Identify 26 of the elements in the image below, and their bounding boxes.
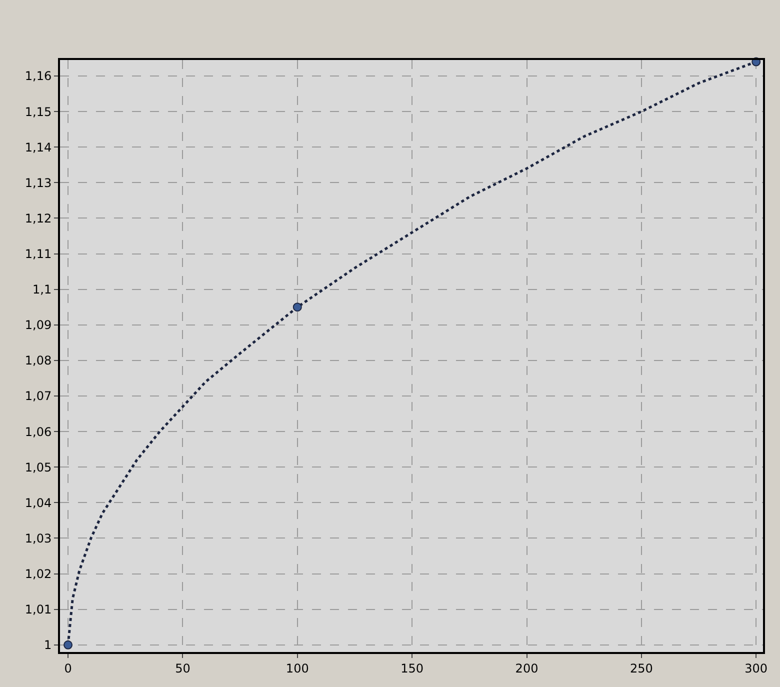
- y-tick-label: 1,16: [24, 69, 52, 84]
- y-tick-label: 1,05: [24, 460, 52, 474]
- x-tick-label: 300: [744, 661, 768, 676]
- y-tick-label: 1,13: [24, 176, 52, 190]
- x-tick-label: 150: [400, 661, 424, 676]
- y-tick-label: 1,12: [24, 211, 52, 226]
- x-tick-label: 50: [175, 661, 190, 676]
- y-tick-label: 1,1: [32, 282, 52, 297]
- point: [292, 302, 302, 312]
- y-tick-label: 1: [44, 638, 52, 652]
- y-tick-label: 1,08: [24, 354, 52, 368]
- y-tick-label: 1,15: [24, 104, 52, 119]
- y-tick-label: 1,06: [24, 424, 52, 439]
- x-tick-label: 250: [630, 661, 653, 676]
- x-tick-label: 100: [286, 661, 309, 676]
- point: [64, 640, 73, 650]
- y-tick-label: 1,01: [24, 602, 52, 617]
- y-tick-label: 1,14: [24, 140, 52, 154]
- y-tick-label: 1,03: [24, 531, 52, 546]
- y-tick-label: 1,11: [24, 246, 52, 261]
- y-tick-label: 1,04: [24, 496, 52, 510]
- y-tick-label: 1,02: [24, 566, 52, 581]
- x-tick-label: 0: [64, 661, 72, 676]
- y-tick-label: 1,09: [24, 318, 52, 332]
- y-tick-label: 1,07: [24, 389, 52, 404]
- x-tick-label: 200: [515, 661, 538, 676]
